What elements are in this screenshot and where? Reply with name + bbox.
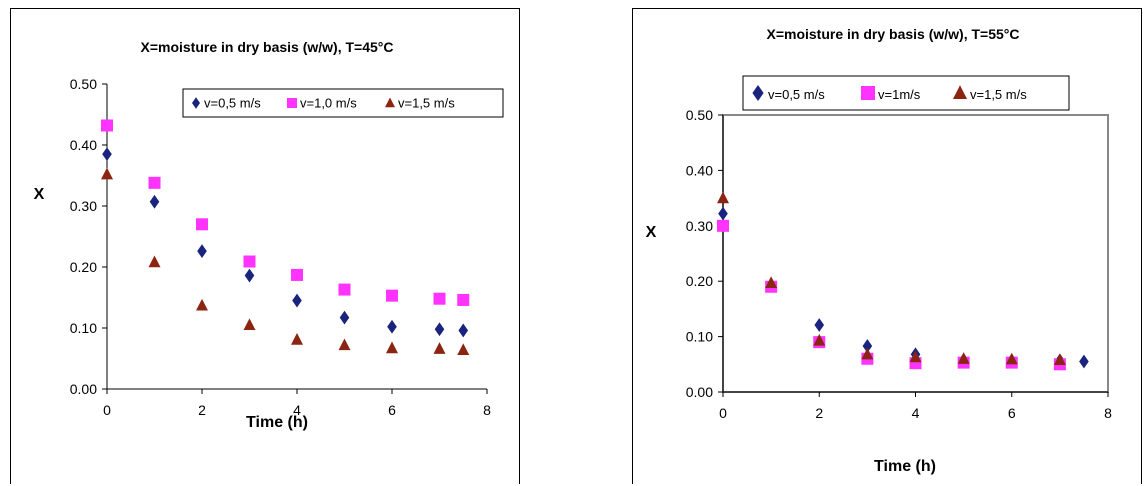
y-tick-label: 0.10 xyxy=(686,329,713,345)
data-point-triangle xyxy=(196,298,208,311)
x-tick-label: 6 xyxy=(1008,405,1016,421)
x-tick-label: 0 xyxy=(103,402,111,418)
data-point-diamond xyxy=(244,268,255,283)
legend-marker-square xyxy=(287,98,297,108)
chart-45c: X=moisture in dry basis (w/w), T=45°C 0.0… xyxy=(34,39,504,431)
data-point-square xyxy=(291,268,303,281)
data-point-diamond xyxy=(458,323,469,338)
y-tick-label: 0.40 xyxy=(686,162,713,178)
data-point-diamond xyxy=(339,310,350,325)
data-point-square xyxy=(457,293,470,306)
legend-label: v=1m/s xyxy=(878,87,921,102)
data-point-square xyxy=(101,119,113,132)
y-tick-label: 0.10 xyxy=(70,320,97,336)
data-point-diamond xyxy=(387,319,397,334)
legend-marker-triangle xyxy=(953,85,967,99)
x-tick-label: 8 xyxy=(1104,405,1112,421)
data-point-diamond xyxy=(862,339,873,353)
y-tick-label: 0.50 xyxy=(686,107,713,123)
x-tick-label: 2 xyxy=(815,405,823,421)
data-point-triangle xyxy=(433,342,446,354)
data-point-diamond xyxy=(434,322,445,337)
y-axis-title: X xyxy=(34,186,45,203)
data-point-triangle xyxy=(457,343,470,356)
data-point-triangle xyxy=(1005,352,1018,365)
data-point-triangle xyxy=(338,338,351,351)
data-point-triangle xyxy=(861,347,874,360)
x-tick-label: 0 xyxy=(719,405,727,421)
chart-panel-45c: X=moisture in dry basis (w/w), T=45°C 0.0… xyxy=(10,8,520,484)
chart-55c: X=moisture in dry basis (w/w), T=55°C 0.0… xyxy=(646,26,1112,475)
y-tick-label: 0.20 xyxy=(686,273,713,289)
data-point-triangle xyxy=(1053,353,1066,365)
data-point-diamond xyxy=(814,318,825,332)
data-point-triangle xyxy=(243,318,256,331)
data-point-square xyxy=(196,218,208,231)
legend-label: v=1,0 m/s xyxy=(300,96,357,111)
data-point-square xyxy=(433,292,446,305)
y-tick-label: 0.40 xyxy=(70,137,97,153)
data-point-square xyxy=(717,219,729,232)
data-point-square xyxy=(243,255,256,268)
data-point-triangle xyxy=(909,350,922,363)
legend-label: v=1,5 m/s xyxy=(398,96,455,111)
data-point-square xyxy=(338,283,351,296)
data-point-diamond xyxy=(718,206,728,221)
chart-title: X=moisture in dry basis (w/w), T=55°C xyxy=(766,26,1019,42)
legend-label: v=0,5 m/s xyxy=(204,96,261,111)
data-point-triangle xyxy=(101,167,113,180)
legend-box xyxy=(742,75,1070,111)
x-tick-label: 2 xyxy=(198,402,206,418)
legend-label: v=1,5 m/s xyxy=(970,87,1027,102)
y-tick-label: 0.50 xyxy=(70,76,97,92)
legend-box xyxy=(182,88,504,118)
y-tick-label: 0.20 xyxy=(70,259,97,275)
data-point-triangle xyxy=(717,191,729,204)
legend-label: v=0,5 m/s xyxy=(768,87,825,102)
y-tick-label: 0.30 xyxy=(70,198,97,214)
y-tick-label: 0.00 xyxy=(686,384,713,400)
x-tick-label: 8 xyxy=(483,402,491,418)
x-tick-label: 6 xyxy=(388,402,396,418)
y-tick-label: 0.30 xyxy=(686,218,713,234)
data-point-diamond xyxy=(1079,354,1089,369)
legend-marker-diamond xyxy=(192,97,200,109)
data-point-triangle xyxy=(291,332,303,345)
y-axis-title: X xyxy=(646,224,657,241)
data-point-triangle xyxy=(386,341,398,354)
x-tick-label: 4 xyxy=(912,405,920,421)
data-point-triangle xyxy=(148,255,161,268)
data-point-triangle xyxy=(957,352,970,364)
x-tick-label: 4 xyxy=(293,402,301,418)
data-point-triangle xyxy=(765,276,778,288)
data-point-square xyxy=(148,176,161,189)
data-point-diamond xyxy=(102,147,112,162)
y-tick-label: 0.00 xyxy=(70,381,97,397)
legend-marker-triangle xyxy=(385,97,395,108)
chart-title: X=moisture in dry basis (w/w), T=45°C xyxy=(140,39,393,55)
legend-marker-square xyxy=(861,86,875,100)
data-point-triangle xyxy=(813,333,826,346)
data-point-diamond xyxy=(292,293,302,308)
data-point-square xyxy=(386,289,398,302)
data-point-diamond xyxy=(197,244,207,259)
chart-panel-55c: X=moisture in dry basis (w/w), T=55°C 0.0… xyxy=(632,8,1142,484)
data-point-diamond xyxy=(149,194,160,209)
x-axis-title: Time (h) xyxy=(874,458,936,475)
x-axis-title: Time (h) xyxy=(246,414,308,431)
legend-marker-diamond xyxy=(752,84,764,102)
